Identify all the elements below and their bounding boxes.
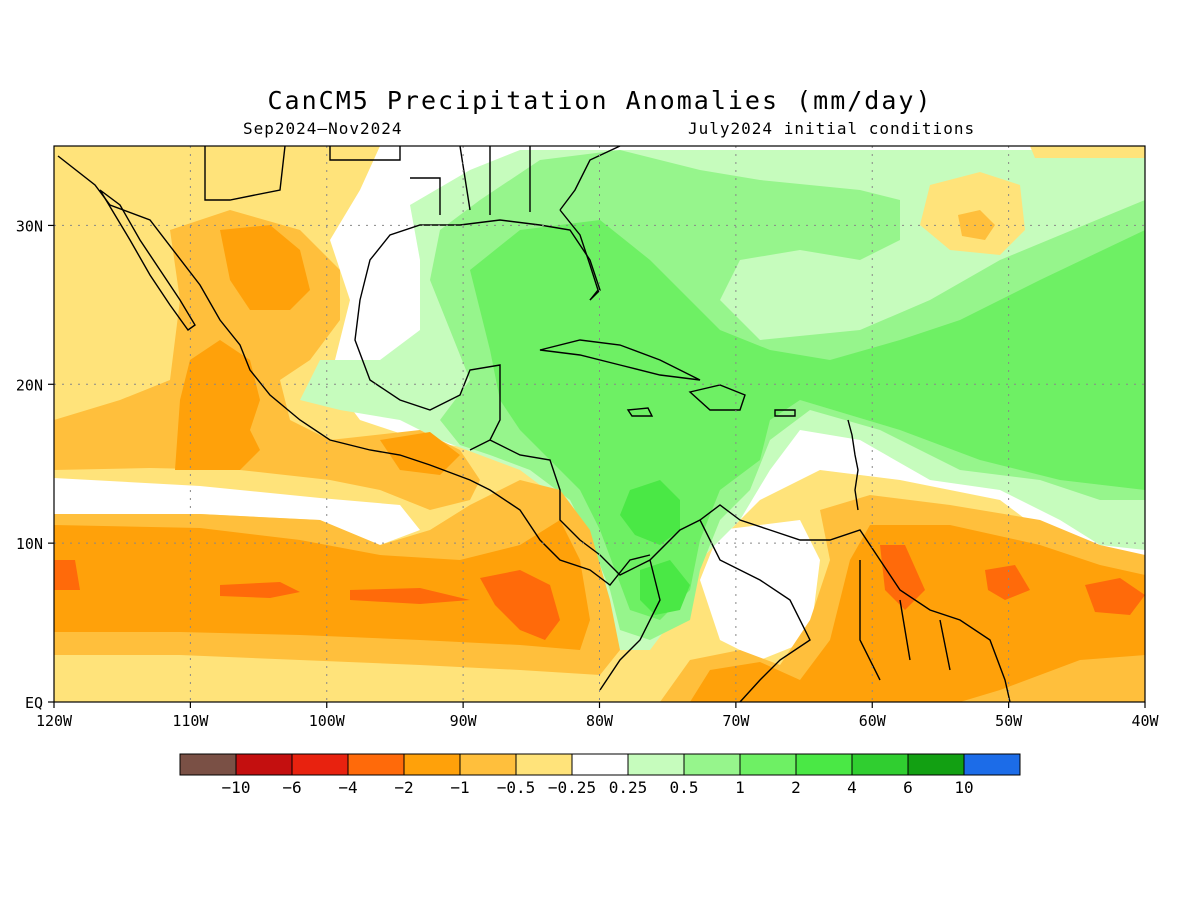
colorbar-swatch [515, 753, 573, 776]
colorbar-label: 6 [903, 778, 913, 797]
colorbar-swatch [739, 753, 797, 776]
colorbar-label: −6 [282, 778, 301, 797]
coast-mexico-pacific [57, 155, 651, 586]
colorbar-label: 10 [954, 778, 973, 797]
season-label: Sep2024–Nov2024 [243, 119, 403, 138]
y-tick-label: 20N [16, 376, 43, 394]
y-tick-label: EQ [25, 694, 43, 712]
coast-central-america [489, 439, 1011, 702]
jamaica [626, 407, 654, 417]
grid-lines [54, 146, 1145, 702]
coastlines [57, 146, 1011, 702]
map-title: CanCM5 Precipitation Anomalies (mm/day) [267, 86, 933, 115]
orange-4-guiana [880, 545, 925, 610]
colorbar-swatch [179, 753, 237, 776]
orange-1-pacific-north [54, 210, 480, 510]
puerto-rico [774, 409, 796, 417]
neutral-area-south-america [700, 520, 820, 660]
colorbar-label: 0.25 [609, 778, 648, 797]
green-2-south [640, 560, 690, 615]
hispaniola [688, 384, 746, 411]
colorbar: −10 −6 −4 −2 −1 −0.5 −0.25 0.25 0.5 1 2 4 6 10 [179, 753, 1021, 797]
orange-4-pacific-mid [220, 582, 300, 598]
coast-baja [99, 189, 196, 331]
orange-4-pacific [480, 570, 560, 640]
colorbar-swatch [963, 753, 1021, 776]
x-axis: 120W 110W 100W 90W 80W 70W 60W 50W 40W [36, 702, 1160, 730]
orange-4-atlantic-east2 [1085, 578, 1145, 615]
x-tick-label: 100W [309, 712, 346, 730]
x-tick-label: 50W [995, 712, 1023, 730]
colorbar-swatch [347, 753, 405, 776]
south-america-borders [599, 519, 951, 702]
colorbar-swatch [683, 753, 741, 776]
orange-4-pacific-mid2 [350, 588, 470, 604]
colorbar-label: 0.5 [670, 778, 699, 797]
colorbar-label: 1 [735, 778, 745, 797]
y-tick-label: 30N [16, 217, 43, 235]
colorbar-swatch [459, 753, 517, 776]
coast-us-east [559, 146, 621, 211]
yellow-cap-top-right [1030, 146, 1145, 158]
x-tick-label: 120W [36, 712, 73, 730]
coast-gulf-mexico [354, 219, 601, 451]
x-tick-label: 70W [722, 712, 750, 730]
colorbar-swatch [851, 753, 909, 776]
colorbar-label: −0.25 [548, 778, 596, 797]
lesser-antilles [847, 419, 859, 511]
colorbar-swatch [291, 753, 349, 776]
orange-2-pacific-north [175, 340, 260, 470]
colorbar-swatch [235, 753, 293, 776]
orange-2-south-america [690, 525, 1145, 702]
x-tick-label: 60W [859, 712, 887, 730]
orange-2-pacific-gulf [380, 432, 460, 475]
initial-conditions-label: July2024 initial conditions [688, 119, 976, 138]
colorbar-label: 2 [791, 778, 801, 797]
colorbar-swatch [403, 753, 461, 776]
colorbar-swatch [795, 753, 853, 776]
colorbar-label: −2 [394, 778, 413, 797]
x-tick-label: 80W [586, 712, 614, 730]
y-tick-label: 10N [16, 535, 43, 553]
colorbar-swatch [571, 753, 629, 776]
orange-2-mexico [220, 225, 310, 310]
x-tick-label: 40W [1131, 712, 1159, 730]
colorbar-label: −0.5 [497, 778, 536, 797]
anomaly-field [54, 146, 1145, 702]
colorbar-label: −10 [222, 778, 251, 797]
colorbar-label: −1 [450, 778, 469, 797]
cuba [539, 339, 701, 381]
neutral-band-pacific [54, 478, 420, 545]
colorbar-label: 4 [847, 778, 857, 797]
coast-florida [559, 209, 599, 301]
us-borders [204, 146, 531, 215]
orange-4-pacific-west [54, 560, 80, 590]
x-tick-label: 90W [450, 712, 478, 730]
orange-4-atlantic-east [985, 565, 1030, 600]
orange-2-pacific-band [54, 520, 590, 650]
y-axis: EQ 10N 20N 30N [16, 217, 54, 712]
colorbar-label: −4 [338, 778, 357, 797]
colorbar-swatch [627, 753, 685, 776]
green-2 [620, 480, 680, 545]
colorbar-swatch [907, 753, 965, 776]
orange-blob-atlantic [958, 210, 995, 240]
x-tick-label: 110W [172, 712, 209, 730]
